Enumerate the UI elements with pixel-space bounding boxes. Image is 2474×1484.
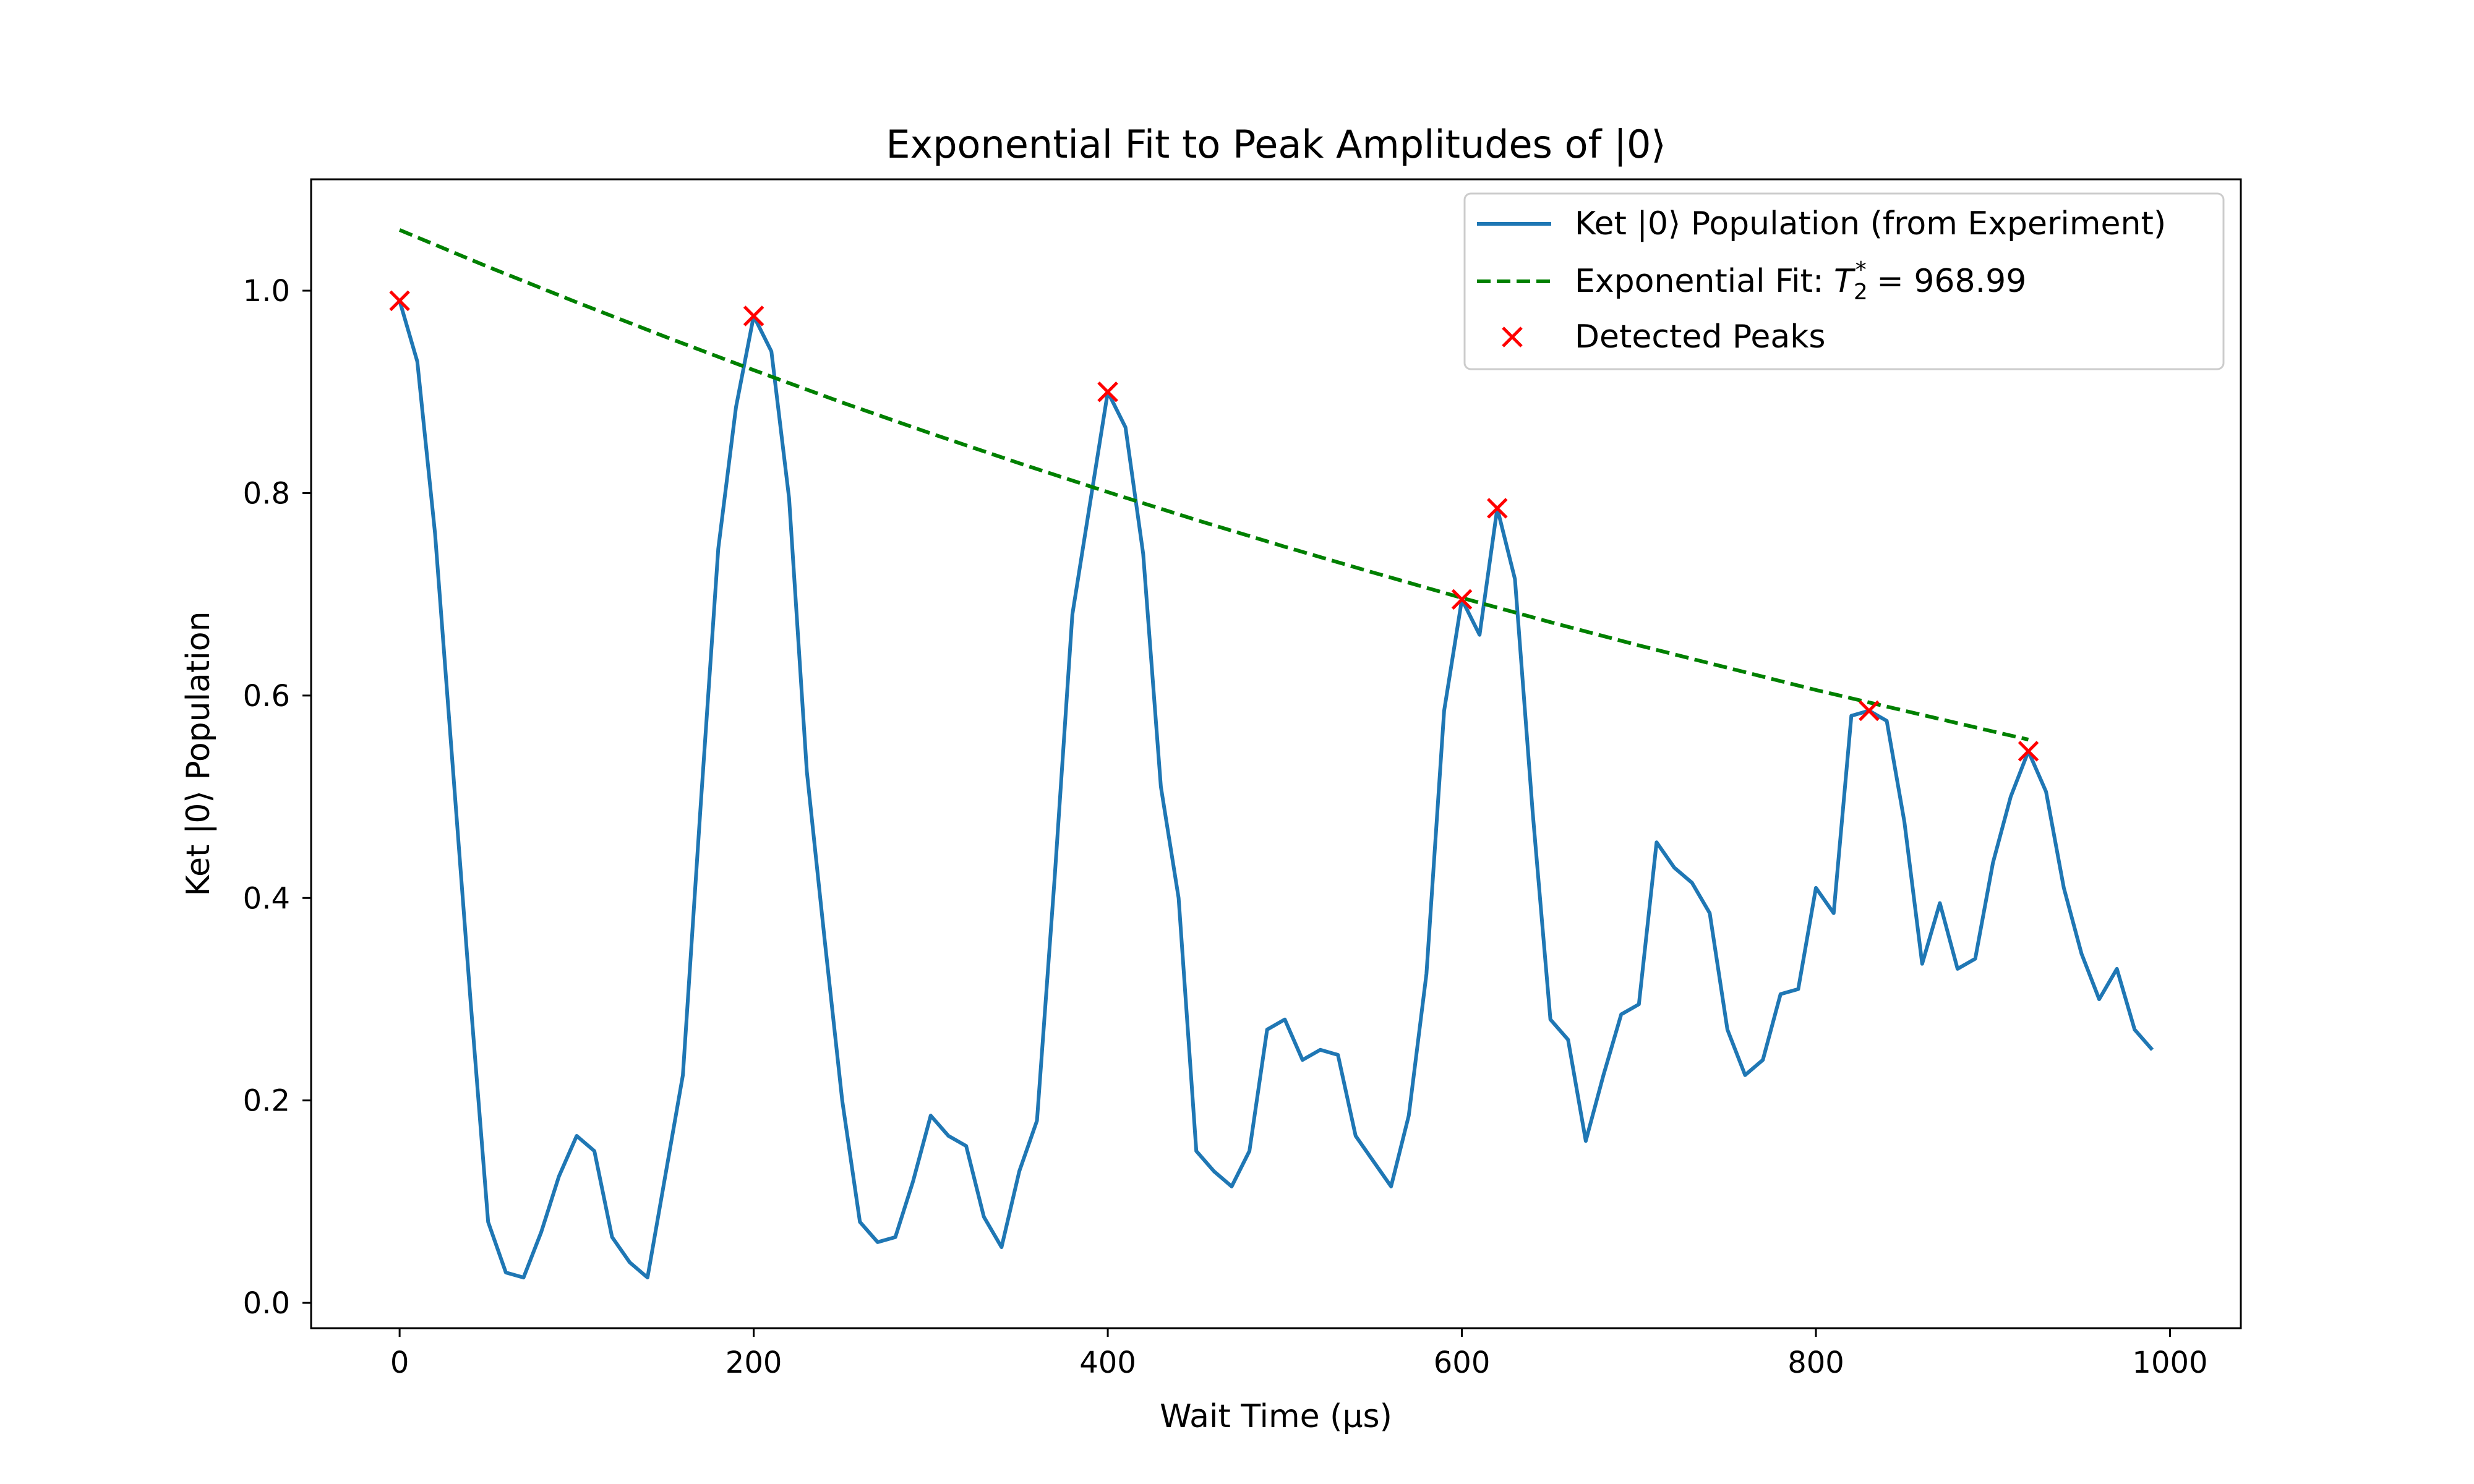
peak-marker [2018,741,2039,762]
x-tick-label: 0 [390,1345,409,1380]
x-tick-label: 600 [1434,1345,1491,1380]
legend-fit-suffix: = 968.99 [1867,263,2027,300]
x-tick-label: 800 [1787,1345,1844,1380]
y-tick-label: 1.0 [243,274,290,309]
legend-fit-superscript: * [1856,257,1867,283]
legend-box [1463,192,2225,370]
experiment-population-line [398,300,2154,1280]
y-tick-label: 0.2 [243,1084,290,1119]
x-tick-label: 1000 [2132,1345,2207,1380]
y-tick-label: 0.8 [243,476,290,511]
legend-swatch-peaks [1502,326,1523,348]
x-tick-label: 400 [1079,1345,1136,1380]
legend-fit-prefix: Exponential Fit: [1575,263,1834,300]
y-axis: 0.0 0.2 0.4 0.6 0.8 1.0 [243,274,311,1321]
x-tick-label: 200 [726,1345,782,1380]
legend-label-experiment: Ket |0⟩ Population (from Experiment) [1575,205,2166,242]
peak-marker [1859,700,1880,722]
plot-frame [310,178,2242,1329]
x-axis: 0 200 400 600 800 1000 [390,1328,2208,1380]
peak-marker [1487,498,1508,519]
legend: Ket |0⟩ Population (from Experiment) Exp… [1463,192,2225,370]
legend-fit-symbol: T [1834,263,1856,300]
y-tick-label: 0.6 [243,679,290,714]
legend-label-peaks: Detected Peaks [1575,318,1826,356]
legend-label-fit: Exponential Fit: T2* = 968.99 [1575,257,2026,305]
peak-markers [389,290,2039,762]
chart-title: Exponential Fit to Peak Amplitudes of |0… [886,122,1666,168]
peak-marker [389,290,410,312]
peak-marker [743,305,764,326]
y-tick-label: 0.4 [243,881,290,916]
plot-area [389,228,2154,1280]
exponential-fit-line [398,228,2029,742]
y-axis-label: Ket |0⟩ Population [180,611,217,896]
peak-marker [1451,589,1473,610]
peak-marker [1097,382,1118,403]
y-tick-label: 0.0 [243,1286,290,1321]
legend-fit-subscript: 2 [1854,279,1868,305]
x-axis-label: Wait Time (μs) [1160,1398,1392,1435]
